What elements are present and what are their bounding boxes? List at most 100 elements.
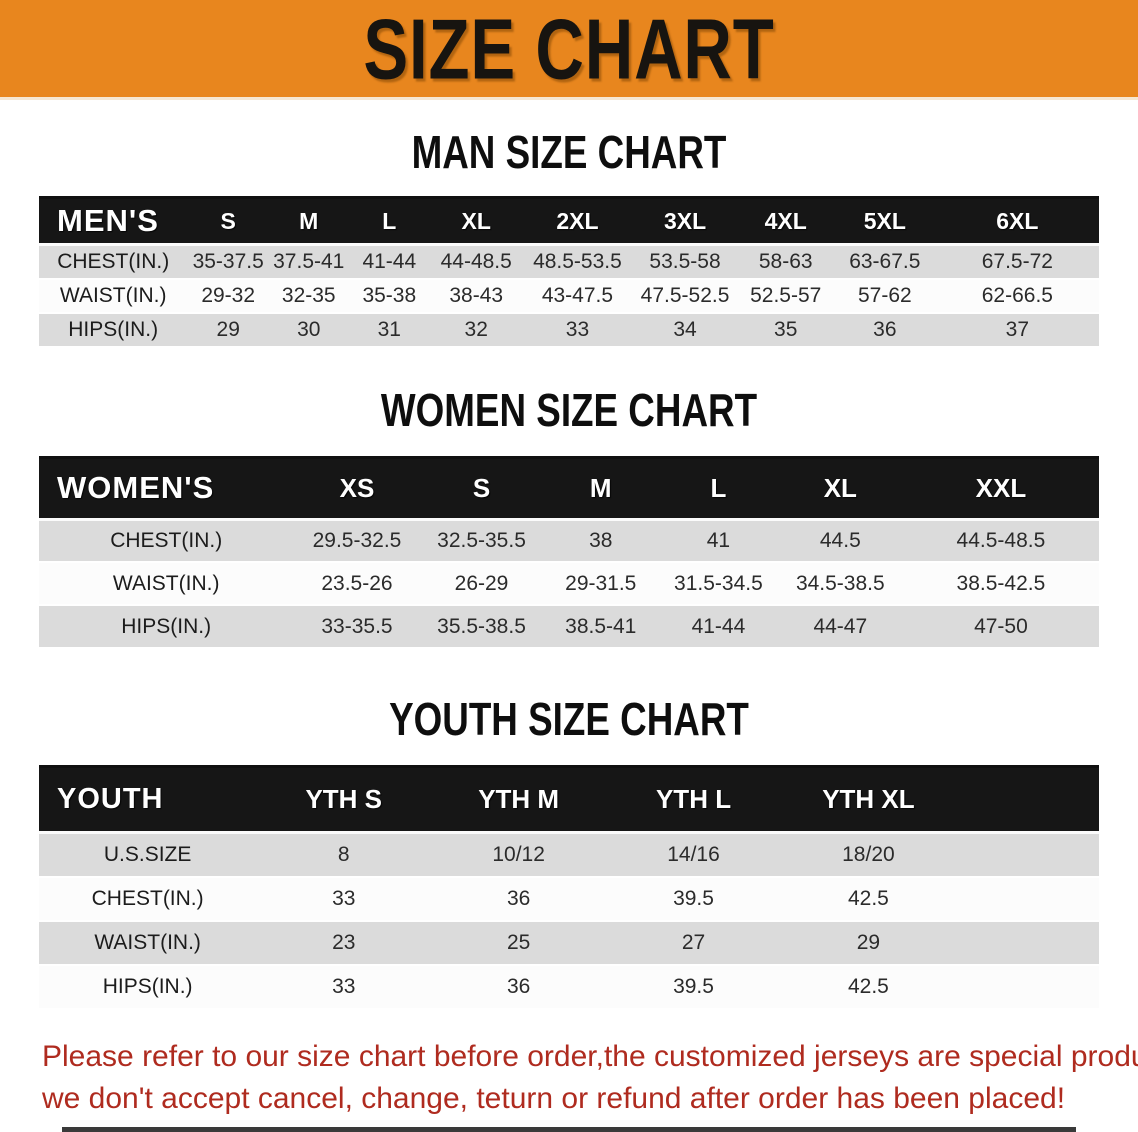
size-cell: 38-43 [449,283,504,307]
table-row: CHEST(IN.) 33 36 39.5 42.5 [39,876,1099,921]
size-cell: 25 [506,930,531,954]
size-cell: 23.5-26 [321,571,393,595]
table-title: MEN'S [39,197,188,246]
bottom-edge-bar [62,1127,1076,1132]
size-cell: 41 [706,528,731,552]
size-cell: 44.5-48.5 [956,528,1046,552]
size-cell: 44-47 [813,614,868,638]
size-cell: 36 [873,317,897,341]
size-cell: 37.5-41 [273,249,345,273]
size-cell: 35-37.5 [192,249,264,273]
women-size-table: WOMEN'S XS S M L XL XXL CHEST(IN.) 29.5-32.5 32.5… [39,455,1099,649]
size-cell: 33 [332,974,356,998]
column-header: XL [430,197,523,246]
column-header: YTH XL [780,766,956,834]
size-chart-banner: SIZE CHART [0,0,1138,100]
size-cell: 53.5-58 [649,249,721,273]
column-header: 4XL [737,197,834,246]
size-cell: 27 [681,930,706,954]
size-cell: 23 [332,930,356,954]
column-header: S [420,457,543,521]
size-cell: 39.5 [673,886,714,910]
size-cell: 29.5-32.5 [312,528,402,552]
size-cell: 33 [565,317,590,341]
size-cell: 58-63 [758,249,813,273]
size-cell: 31.5-34.5 [674,571,763,595]
size-cell: 29 [216,317,240,341]
size-cell: 31 [377,317,401,341]
size-cell: 41-44 [691,614,746,638]
size-cell: 63-67.5 [849,249,921,273]
row-label: WAIST(IN.) [59,283,167,307]
row-label: HIPS(IN.) [68,317,159,341]
column-header: XS [293,457,421,521]
size-cell: 48.5-53.5 [533,249,622,273]
size-cell: 34.5-38.5 [795,571,885,595]
size-cell: 36 [506,886,531,910]
size-cell: 29-32 [201,283,256,307]
size-cell: 32-35 [281,283,336,307]
size-cell: 18/20 [842,842,895,866]
size-cell: 36 [506,974,531,998]
row-label: U.S.SIZE [103,842,192,866]
order-disclaimer: Please refer to our size chart before or… [42,1036,1138,1120]
size-cell: 33 [332,886,356,910]
column-header: YTH L [606,766,781,834]
size-cell: 38.5-41 [565,614,637,638]
row-label: CHEST(IN.) [110,528,223,552]
size-cell: 41-44 [362,249,417,273]
men-size-table: MEN'S S M L XL 2XL 3XL 4XL 5XL 6XL CHEST(IN.) 35-37… [39,196,1099,348]
empty-cell [956,921,1099,965]
size-cell: 43-47.5 [541,283,614,307]
empty-header-cell [955,766,1099,834]
empty-cell [956,833,1099,877]
size-cell: 32 [464,317,488,341]
column-header: 5XL [833,197,936,246]
size-cell: 47-50 [974,614,1028,638]
column-header: 6XL [935,197,1099,246]
table-title: YOUTH [39,766,257,834]
empty-cell [956,965,1099,1009]
disclaimer-line-1: Please refer to our size chart before or… [42,1039,1138,1073]
size-cell: 35.5-38.5 [437,614,526,638]
size-cell: 38 [589,528,613,552]
column-header: YTH S [256,766,432,834]
column-header: 2XL [522,197,633,246]
disclaimer-line-2: we don't accept cancel, change, teturn o… [42,1081,1066,1115]
row-label: WAIST(IN.) [94,930,201,954]
size-cell: 42.5 [847,886,889,910]
youth-size-table: YOUTH YTH S YTH M YTH L YTH XL U.S.SIZE 8 10/12… [39,765,1099,1010]
youth-size-chart-heading: YOUTH SIZE CHART [389,693,749,745]
size-cell: 33-35.5 [321,614,393,638]
column-header: L [659,457,778,521]
column-header: XXL [902,457,1099,521]
size-cell: 38.5-42.5 [956,571,1046,595]
size-cell: 30 [297,317,321,341]
size-cell: 62-66.5 [981,283,1053,307]
size-cell: 35 [774,317,798,341]
size-cell: 39.5 [673,974,714,998]
row-label: CHEST(IN.) [57,249,170,273]
man-size-chart-heading: MAN SIZE CHART [411,126,727,178]
column-header: S [187,197,269,246]
column-header: 3XL [632,197,738,246]
row-label: WAIST(IN.) [112,571,220,595]
size-cell: 34 [673,317,697,341]
size-cell: 44.5 [819,528,861,552]
table-row: U.S.SIZE 8 10/12 14/16 18/20 [39,832,1099,877]
table-row: WAIST(IN.) 23.5-26 26-29 29-31.5 31.5-34.5 34… [39,562,1099,605]
table-row: HIPS(IN.) 33 36 39.5 42.5 [39,964,1099,1009]
size-cell: 14/16 [667,842,720,866]
women-size-chart-heading: WOMEN SIZE CHART [380,383,758,436]
table-row: HIPS(IN.) 33-35.5 35.5-38.5 38.5-41 41-44 44-… [39,605,1099,648]
column-header: L [348,197,431,246]
row-label: CHEST(IN.) [91,886,204,910]
table-row: CHEST(IN.) 29.5-32.5 32.5-35.5 38 41 44.5 44.5… [39,519,1099,562]
size-cell: 44-48.5 [440,249,512,273]
size-cell: 67.5-72 [981,249,1053,273]
column-header: M [542,457,660,521]
size-cell: 37 [1005,317,1030,341]
table-row: HIPS(IN.) 29 30 31 32 33 34 35 36 37 [39,312,1099,347]
size-cell: 35-38 [362,283,417,307]
size-cell: 42.5 [847,974,889,998]
